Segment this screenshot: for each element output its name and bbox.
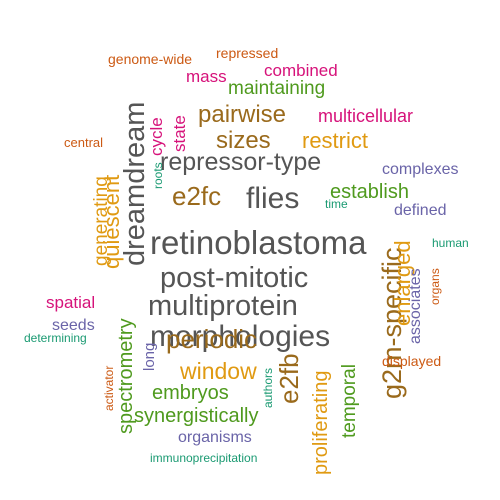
word-associates: associates (407, 268, 424, 344)
word-establish: establish (330, 181, 409, 203)
word-activator: activator (102, 365, 116, 411)
word-central: central (64, 135, 104, 150)
word-repressor-type: repressor-type (160, 148, 322, 176)
word-multicellular: multicellular (318, 106, 414, 126)
word-e2fb: e2fb (274, 353, 304, 404)
word-retinoblastoma: retinoblastoma (150, 224, 367, 261)
word-e2fc: e2fc (172, 181, 222, 211)
word-seeds: seeds (52, 317, 95, 334)
word-flies: flies (246, 182, 300, 215)
word-cycle: cycle (147, 117, 166, 156)
word-roots: roots (151, 162, 165, 189)
word-immunoprecipitation: immunoprecipitation (150, 451, 258, 465)
word-pairwise: pairwise (198, 101, 287, 128)
word-temporal: temporal (339, 364, 360, 438)
word-post-mitotic: post-mitotic (160, 262, 309, 294)
word-synergistically: synergistically (134, 405, 259, 427)
word-determining: determining (24, 331, 87, 345)
word-displayed: displayed (382, 353, 442, 369)
word-periodic: periodic (166, 324, 258, 354)
word-morphologies: morphologies (150, 320, 331, 353)
word-genome-wide: genome-wide (108, 51, 193, 67)
word-organs: organs (428, 268, 442, 305)
word-state: state (170, 115, 189, 152)
word-human: human (432, 236, 469, 250)
word-spatial: spatial (46, 293, 96, 312)
word-window: window (180, 358, 257, 384)
word-organisms: organisms (178, 429, 252, 446)
word-embryos: embryos (152, 382, 229, 404)
word-maintaining: maintaining (228, 78, 326, 99)
word-multiprotein: multiprotein (148, 290, 298, 322)
word-defined: defined (394, 202, 447, 219)
word-combined: combined (264, 61, 338, 80)
word-complexes: complexes (382, 161, 459, 178)
word-generating: generating (91, 176, 112, 266)
word-repressed: repressed (216, 45, 279, 61)
word-time: time (325, 197, 348, 211)
word-mass: mass (186, 67, 227, 86)
word-restrict: restrict (302, 128, 368, 153)
word-spectrometry: spectrometry (115, 318, 137, 434)
word-authors: authors (261, 367, 275, 408)
word-sizes: sizes (216, 127, 271, 154)
word-long: long (141, 342, 158, 371)
word-proliferating: proliferating (310, 370, 332, 475)
